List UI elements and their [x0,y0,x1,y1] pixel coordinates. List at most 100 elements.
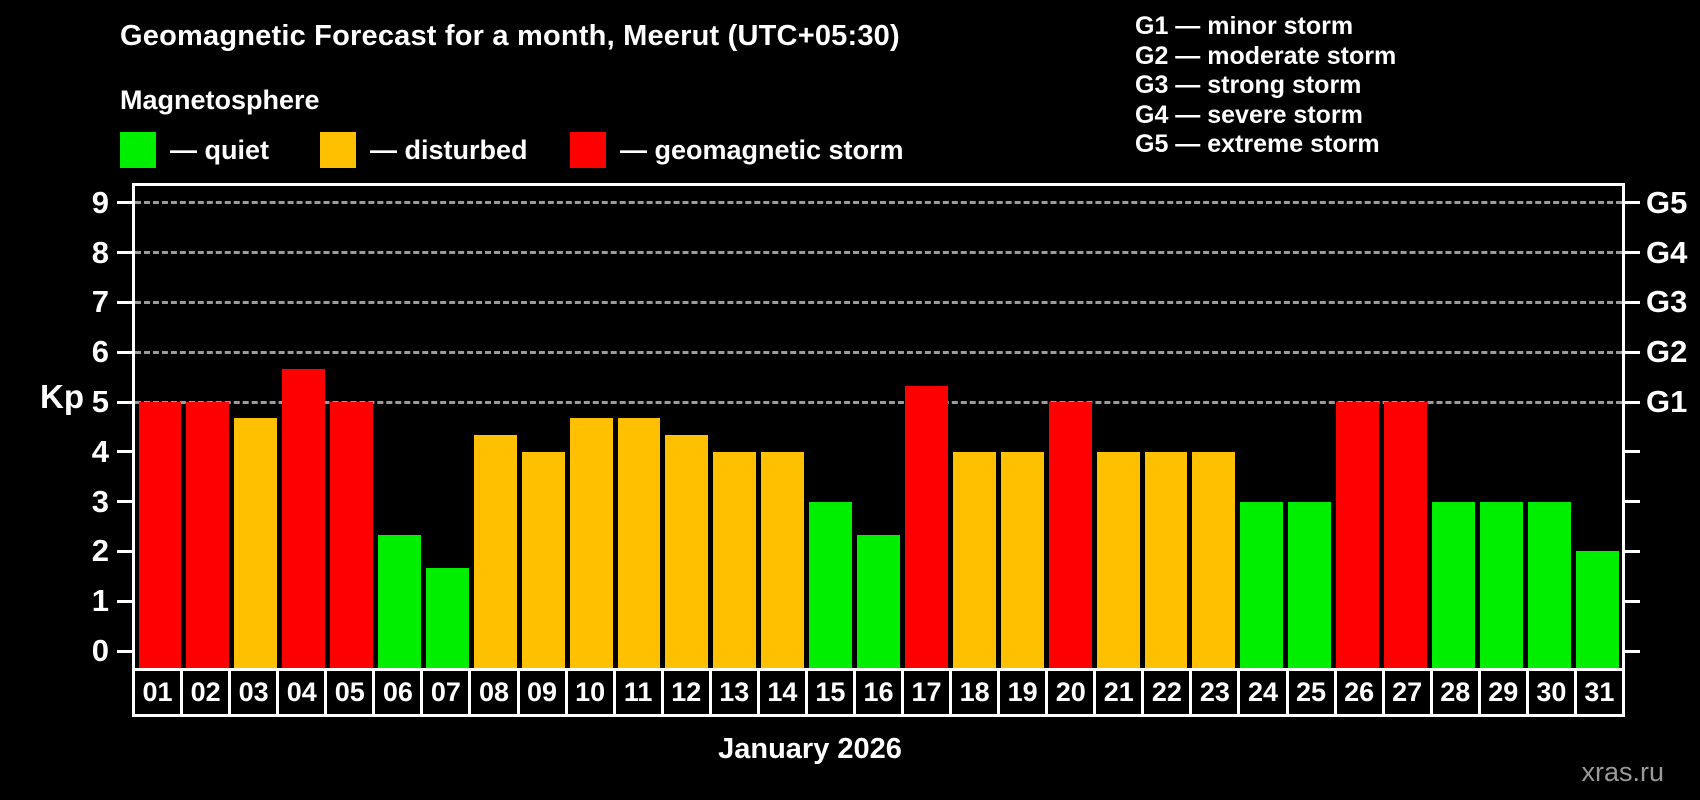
bar-slot [280,186,328,668]
day-label-06: 06 [372,668,424,717]
bar-slot [567,186,615,668]
bar-slot [903,186,951,668]
grid-line-kp9 [135,201,1622,205]
y-tick-label: 7 [91,284,109,320]
plot-area: 0 1 2 3 4 5 6 7 8 9 G1 G2 G3 G4 G5 [92,183,1687,668]
legend-item-storm: — geomagnetic storm [570,131,904,169]
y-axis-tick-left [117,500,132,504]
kp-bar-day-13 [713,451,757,668]
kp-bar-day-30 [1527,501,1571,668]
day-label-07: 07 [420,668,472,717]
legend-item-quiet: — quiet [120,131,269,169]
bar-slot [1238,186,1286,668]
grid-line-kp8 [135,251,1622,255]
kp-bar-day-11 [617,418,661,668]
day-label-02: 02 [180,668,232,717]
kp-bar-day-03 [234,418,278,668]
watermark: xras.ru [1581,757,1664,787]
bar-slot [423,186,471,668]
g5-legend-line: G5 — extreme storm [1135,130,1380,158]
day-label-22: 22 [1141,668,1193,717]
day-label-17: 17 [901,668,953,717]
day-label-08: 08 [468,668,520,717]
bars [135,186,1622,668]
legend-label-storm: — geomagnetic storm [620,134,904,165]
day-label-12: 12 [660,668,712,717]
day-label-09: 09 [516,668,568,717]
day-label-16: 16 [852,668,904,717]
day-label-10: 10 [564,668,616,717]
y-axis-tick-right [1625,500,1640,504]
g-level-label-g1: G1 [1646,384,1688,419]
y-axis-tick-right [1625,300,1640,304]
y-axis-tick-right [1625,450,1640,454]
day-label-28: 28 [1429,668,1481,717]
y-axis-tick-right [1625,649,1640,653]
kp-bar-day-25 [1288,501,1332,668]
kp-bar-day-21 [1096,451,1140,668]
g3-legend-line: G3 — strong storm [1135,71,1362,99]
kp-bar-day-27 [1384,402,1427,668]
magnetosphere-label: Magnetosphere [120,85,320,115]
storm-color-swatch [570,132,606,168]
day-label-13: 13 [708,668,760,717]
y-axis-tick-left [117,649,132,653]
month-label: January 2026 [718,733,902,765]
kp-bar-day-15 [809,501,853,668]
bar-slot [471,186,519,668]
kp-bar-day-12 [665,435,709,668]
bar-slot [136,186,184,668]
bar-slot [998,186,1046,668]
kp-bar-day-26 [1336,402,1380,668]
y-tick-label: 6 [91,334,109,370]
kp-bar-day-05 [330,402,374,668]
g1-legend-line: G1 — minor storm [1135,12,1354,40]
day-label-20: 20 [1045,668,1097,717]
bar-slot [1573,186,1621,668]
y-tick-label: 0 [91,633,109,668]
y-axis-tick-right [1625,599,1640,603]
grid-line-kp5 [135,400,1622,404]
y-axis-tick-right [1625,201,1640,205]
kp-bar-day-17 [905,385,948,668]
kp-bar-day-08 [473,435,517,668]
legend-label-quiet: — quiet [170,134,269,165]
day-label-24: 24 [1237,668,1289,717]
y-axis-tick-left [117,300,132,304]
kp-bar-day-10 [569,418,613,668]
day-label-01: 01 [132,668,184,717]
y-axis-tick-right [1625,549,1640,553]
g-level-label-g2: G2 [1646,334,1688,370]
day-label-14: 14 [756,668,808,717]
legend-label-disturbed: — disturbed [370,134,528,165]
bar-slot [1094,186,1142,668]
y-axis-tick-left [117,201,132,205]
grid-line-kp6 [135,350,1622,354]
y-axis-tick-right [1625,251,1640,255]
bar-slot [184,186,232,668]
kp-bar-day-22 [1144,451,1188,668]
bar-slot [615,186,663,668]
bar-slot [1477,186,1525,668]
g2-legend-line: G2 — moderate storm [1135,41,1397,70]
kp-bar-day-24 [1240,501,1284,668]
day-axis: 01 02 03 04 05 06 07 08 09 10 11 12 13 14 15 16 17 18 19 20… [132,668,1625,717]
kp-bar-day-23 [1192,451,1236,668]
kp-bar-day-16 [857,534,900,668]
kp-bar-day-07 [425,567,469,668]
bar-slot [1046,186,1094,668]
g4-legend-line: G4 — severe storm [1135,100,1363,129]
kp-bar-day-01 [138,402,182,668]
bar-slot [663,186,711,668]
day-label-26: 26 [1333,668,1385,717]
day-label-29: 29 [1477,668,1529,717]
kp-bar-day-06 [378,534,421,668]
day-label-19: 19 [997,668,1049,717]
y-tick-label: 1 [91,583,109,619]
y-axis-tick-left [117,549,132,553]
y-axis-tick-left [117,350,132,354]
y-tick-label: 2 [91,533,109,569]
day-label-15: 15 [804,668,856,717]
bar-slot [759,186,807,668]
y-tick-label: 4 [91,433,109,469]
